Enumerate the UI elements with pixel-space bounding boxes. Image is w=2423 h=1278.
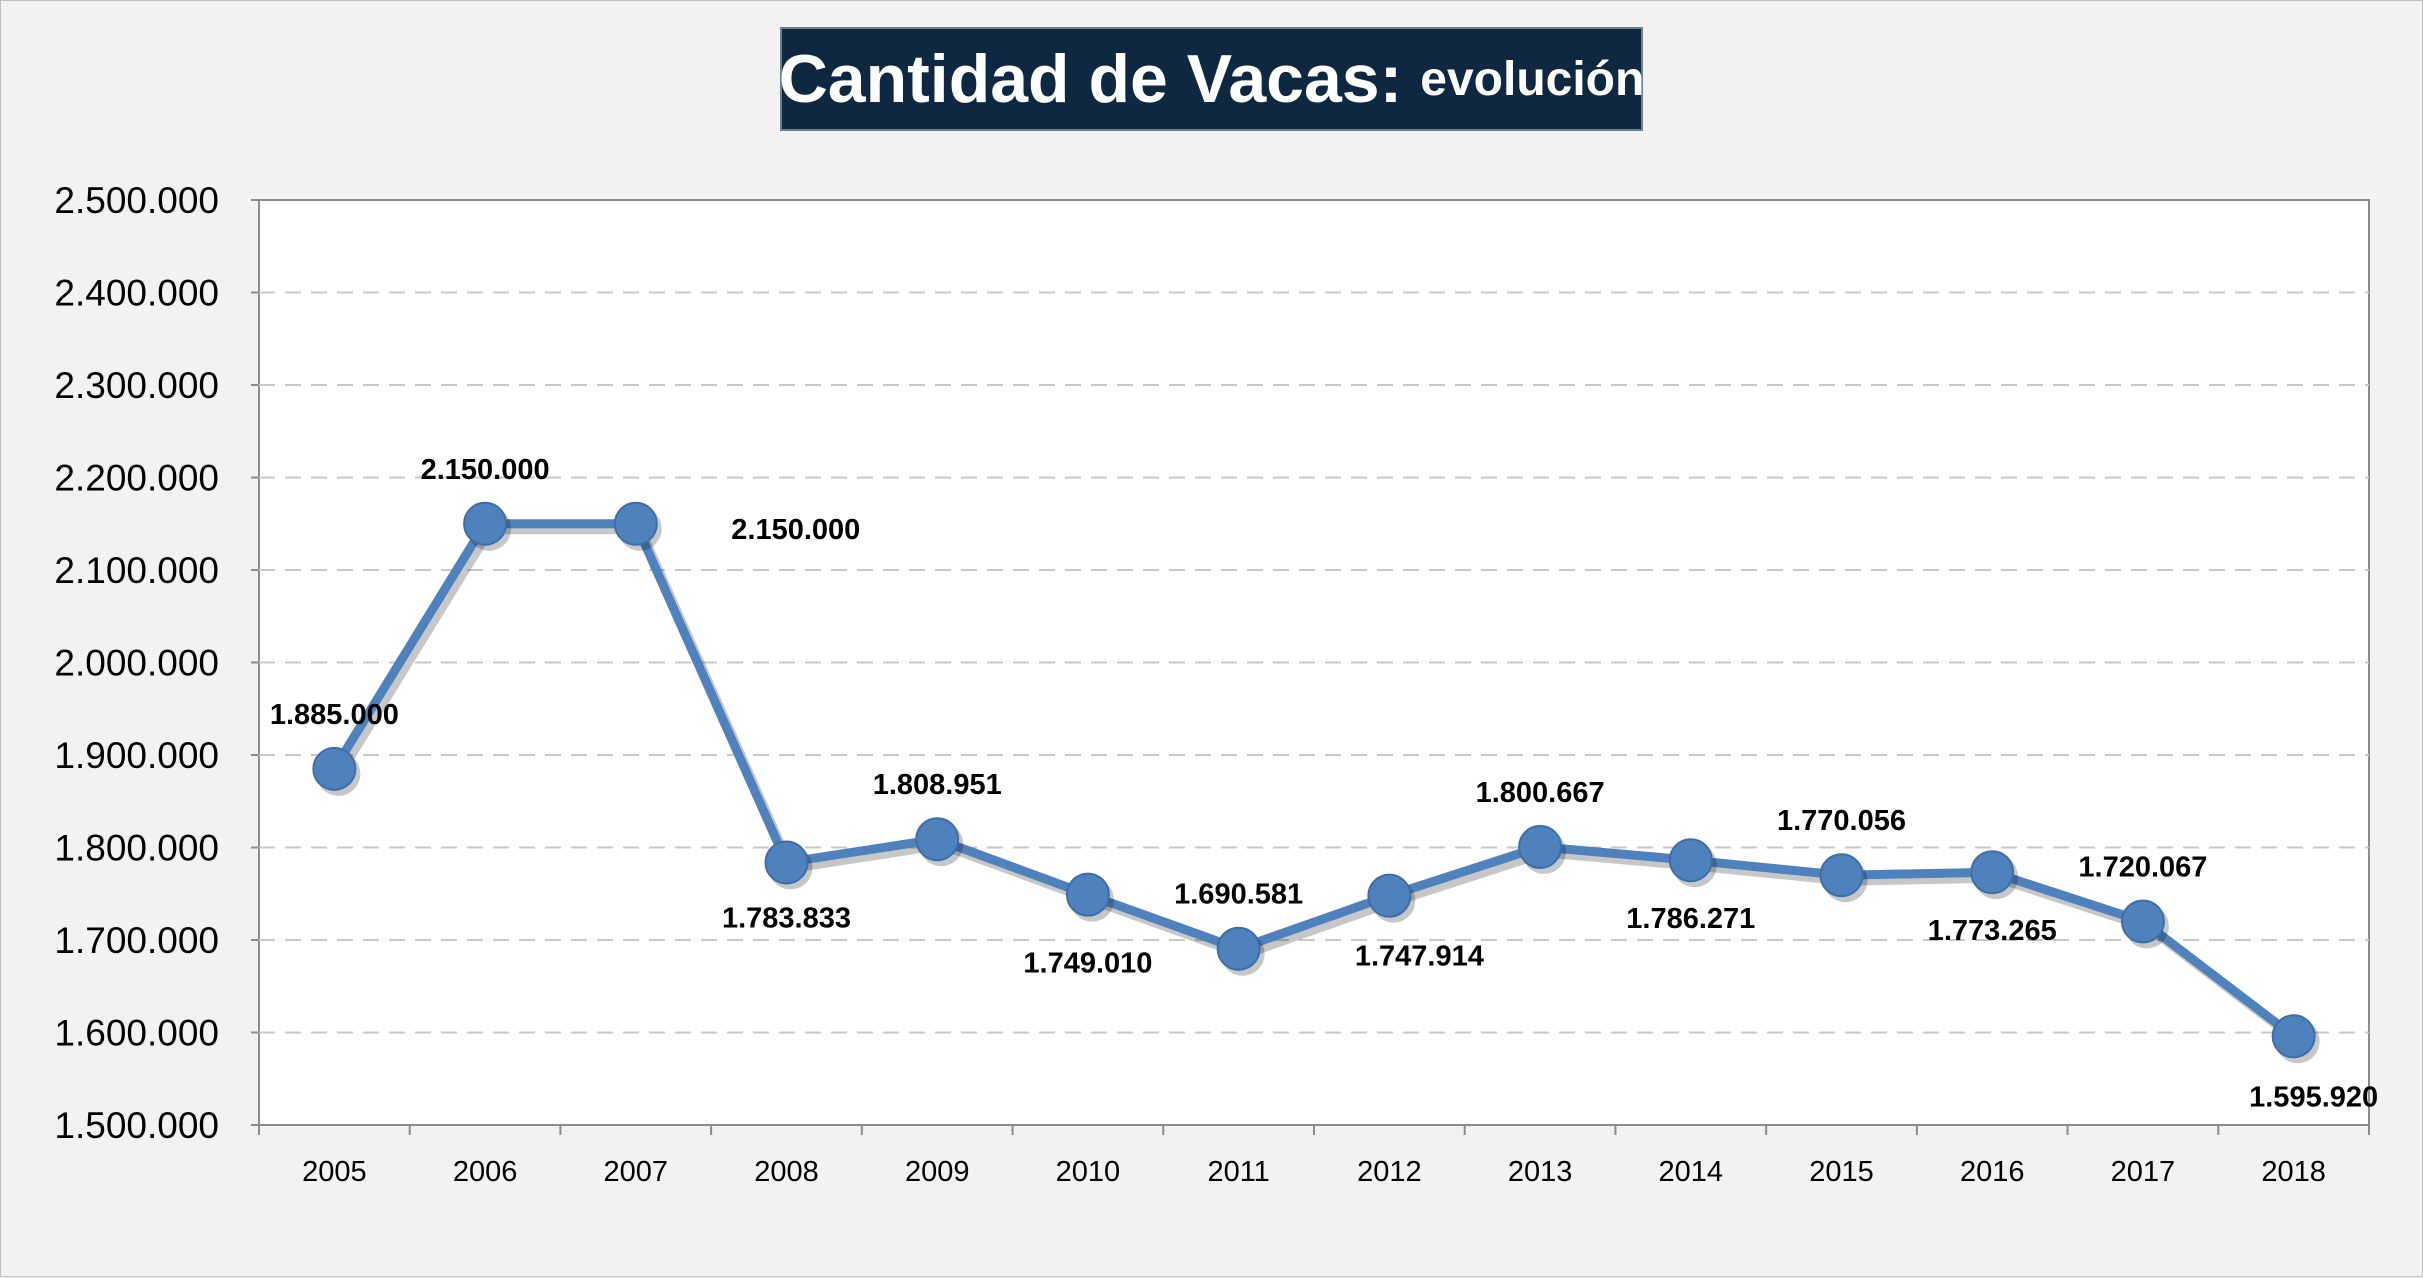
y-tick-label: 2.400.000 [54,273,219,314]
data-label: 1.749.010 [1023,948,1152,980]
data-label: 1.783.833 [722,902,851,934]
data-label: 1.808.951 [873,769,1002,801]
data-label: 1.690.581 [1174,879,1303,911]
y-tick-label: 2.100.000 [54,550,219,591]
x-tick-label: 2014 [1659,1156,1724,1188]
data-point [613,501,658,546]
data-point [915,817,960,862]
y-tick-label: 1.600.000 [54,1013,219,1054]
data-point [1367,873,1412,918]
x-tick-label: 2010 [1056,1156,1121,1188]
x-tick-label: 2015 [1809,1156,1874,1188]
data-label: 2.150.000 [421,454,550,486]
data-label: 2.150.000 [731,514,860,546]
y-tick-label: 1.700.000 [54,920,219,961]
data-label: 1.786.271 [1626,903,1755,935]
chart-title-box: Cantidad de Vacas: evolución [778,27,1645,131]
data-label: 1.720.067 [2078,851,2207,883]
data-point [463,501,508,546]
x-tick-label: 2011 [1207,1156,1269,1188]
x-tick-label: 2006 [453,1156,518,1188]
x-tick-label: 2013 [1508,1156,1573,1188]
y-tick-label: 2.500.000 [54,180,219,221]
data-point [1819,853,1864,898]
y-tick-label: 2.300.000 [54,365,219,406]
x-tick-label: 2008 [754,1156,819,1188]
y-tick-label: 2.000.000 [54,643,219,684]
chart-subtitle: evolución [1420,52,1645,106]
data-label: 1.595.920 [2249,1081,2378,1113]
data-label: 1.747.914 [1355,941,1484,973]
y-tick-label: 1.800.000 [54,828,219,869]
data-label: 1.800.667 [1476,777,1605,809]
data-point [2120,899,2165,944]
x-tick-label: 2012 [1357,1156,1422,1188]
data-point [764,840,809,885]
x-tick-label: 2005 [302,1156,367,1188]
y-tick-label: 1.900.000 [54,735,219,776]
data-point [312,746,357,791]
chart-title: Cantidad de Vacas: [778,41,1403,117]
x-tick-label: 2018 [2261,1156,2326,1188]
x-tick-label: 2016 [1960,1156,2025,1188]
data-point [1518,824,1563,869]
data-label: 1.770.056 [1777,805,1906,837]
y-tick-label: 2.200.000 [54,458,219,499]
data-point [2271,1014,2316,1059]
data-label: 1.773.265 [1928,915,2057,947]
x-tick-label: 2007 [604,1156,669,1188]
series-line [330,519,2297,1040]
data-point [1970,850,2015,895]
y-tick-label: 1.500.000 [54,1105,219,1146]
x-tick-label: 2017 [2111,1156,2176,1188]
data-point [1216,926,1261,971]
data-label: 1.885.000 [270,699,399,731]
x-tick-label: 2009 [905,1156,970,1188]
data-point [1668,838,1713,883]
data-point [1065,872,1110,917]
